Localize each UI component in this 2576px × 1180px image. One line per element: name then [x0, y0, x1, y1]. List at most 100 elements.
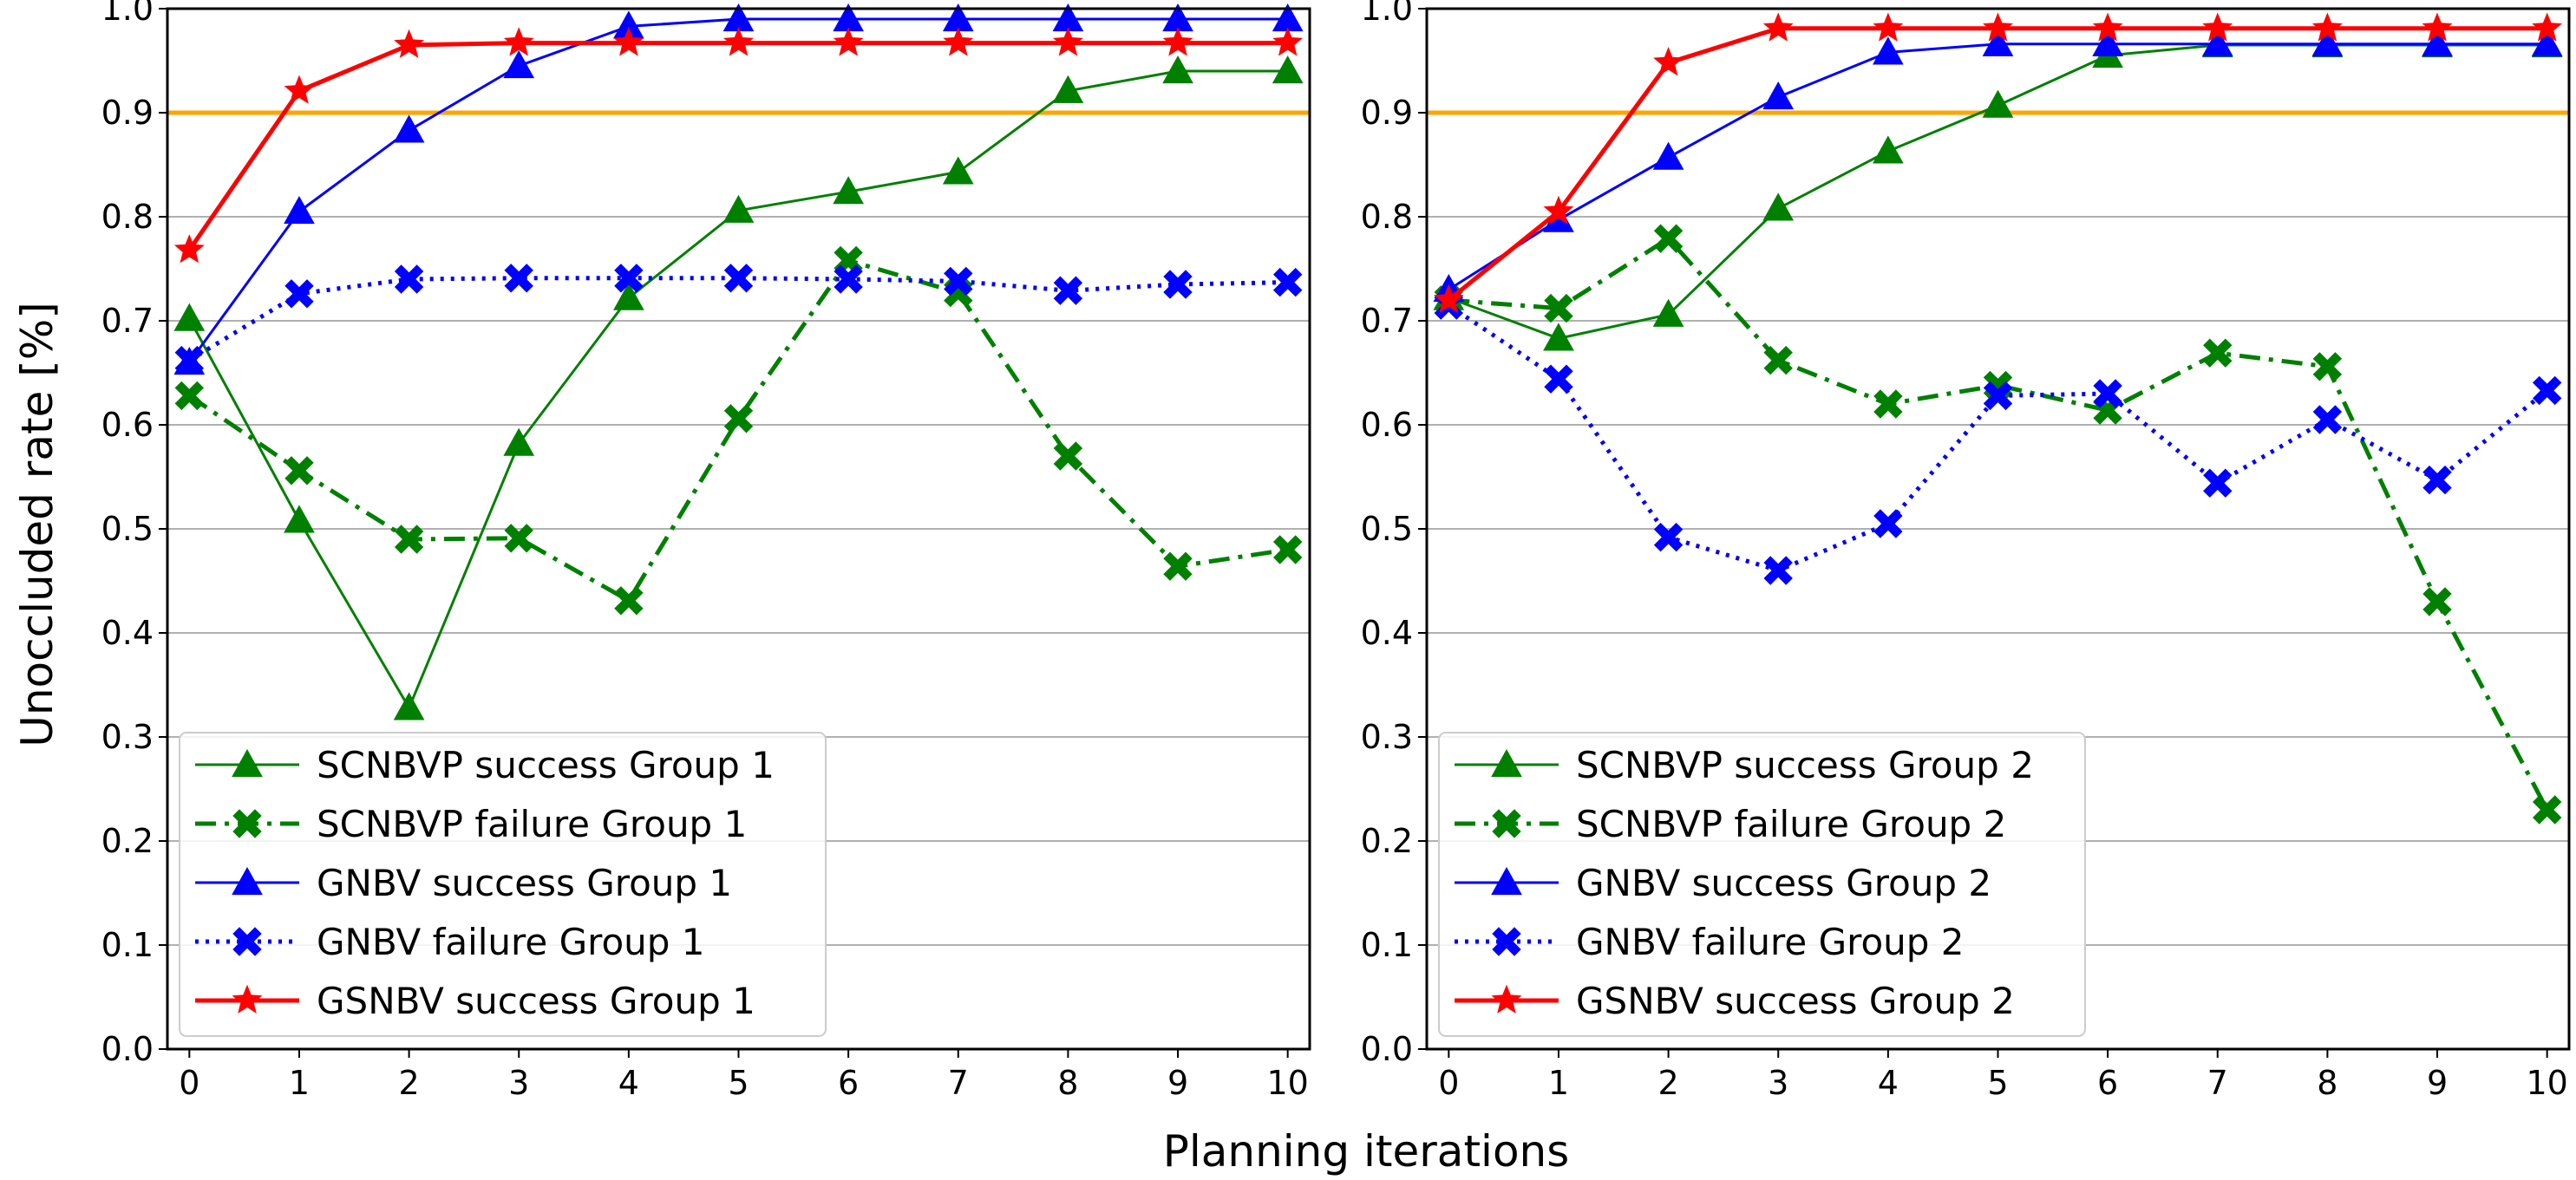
y-tick-label: 1.0 — [101, 0, 154, 28]
x-tick-label: 10 — [2526, 1064, 2567, 1102]
legend-swatch-marker — [232, 866, 263, 896]
data-point — [1982, 89, 2014, 118]
data-point — [1543, 195, 1574, 225]
legend: SCNBVP success Group 2 SCNBVP failure Gro… — [1438, 732, 2086, 1037]
data-point — [1272, 535, 1303, 564]
data-point — [2312, 405, 2343, 434]
series-line — [1448, 236, 2549, 812]
legend-label: GNBV success Group 2 — [1576, 862, 1991, 904]
legend-swatch-marker — [1491, 984, 1522, 1014]
x-tick-label: 0 — [179, 1064, 199, 1102]
data-point — [1653, 522, 1684, 552]
series-gsnbv-success-group-1 — [173, 27, 1304, 264]
x-tick-label: 4 — [618, 1064, 639, 1102]
data-point — [1983, 381, 2013, 411]
data-point — [1162, 55, 1193, 84]
data-point — [1543, 323, 1574, 351]
legend-label: GNBV failure Group 2 — [1576, 921, 1965, 963]
data-point — [1272, 55, 1304, 84]
data-point — [1762, 192, 1795, 221]
data-point — [944, 266, 973, 297]
data-point — [2532, 375, 2562, 406]
data-point — [1544, 364, 1573, 394]
y-tick-label: 0.5 — [101, 510, 154, 548]
data-point — [943, 27, 974, 56]
legend-item: SCNBVP success Group 2 — [1455, 744, 2034, 786]
data-point — [613, 27, 644, 56]
series-line — [187, 258, 1289, 603]
data-point — [2422, 28, 2453, 56]
legend-label: GSNBV success Group 2 — [1576, 980, 2015, 1022]
series-scnbvp-success-group-1 — [173, 55, 1304, 720]
data-point — [2202, 12, 2233, 42]
y-tick-label: 0.2 — [1361, 822, 1413, 860]
legend-item: GNBV success Group 1 — [195, 862, 732, 904]
data-point — [1873, 389, 1903, 419]
data-point — [503, 49, 535, 79]
data-point — [1052, 27, 1083, 56]
data-point — [1544, 293, 1573, 323]
series-line — [1448, 42, 2547, 291]
data-point — [174, 381, 205, 411]
data-point — [1652, 141, 1684, 170]
x-tick-label: 1 — [1548, 1064, 1569, 1102]
x-tick-label: 1 — [289, 1064, 310, 1102]
y-tick-label: 0.5 — [1361, 510, 1413, 548]
x-tick-label: 7 — [948, 1064, 969, 1102]
data-point — [503, 427, 535, 456]
legend-swatch-marker — [1491, 748, 1522, 778]
legend-item: GNBV failure Group 2 — [1455, 921, 1965, 963]
y-tick-label: 0.7 — [101, 302, 154, 340]
x-tick-label: 8 — [2317, 1064, 2337, 1102]
data-point — [1763, 345, 1793, 375]
data-point — [1163, 551, 1193, 581]
legend-box — [1438, 732, 2086, 1037]
y-tick-label: 0.3 — [1361, 718, 1413, 756]
data-point — [2422, 465, 2452, 495]
legend-swatch-marker — [232, 748, 263, 778]
y-tick-label: 0.6 — [1361, 406, 1413, 444]
data-point — [1433, 284, 1464, 313]
legend-box — [179, 732, 827, 1037]
data-point — [2203, 468, 2233, 498]
data-point — [613, 282, 644, 310]
data-point — [833, 176, 864, 205]
data-point — [504, 264, 533, 293]
series-line — [187, 69, 1288, 709]
legend-item: GSNBV success Group 2 — [1455, 980, 2015, 1022]
x-tick-label: 0 — [1438, 1064, 1459, 1102]
data-point — [284, 279, 314, 309]
y-tick-label: 0.1 — [101, 926, 154, 964]
legend: SCNBVP success Group 1 SCNBVP failure Gro… — [179, 732, 827, 1037]
data-point — [2422, 587, 2452, 616]
plot-frame — [166, 7, 1311, 1051]
legend-item: GSNBV success Group 1 — [195, 980, 755, 1022]
data-point — [1052, 75, 1084, 103]
legend-swatch-marker — [1491, 866, 1522, 896]
data-point — [393, 114, 425, 143]
series-line — [188, 17, 1288, 363]
x-tick-label: 4 — [1878, 1064, 1899, 1102]
legend-label: GNBV success Group 1 — [317, 862, 732, 904]
data-point — [2531, 28, 2563, 56]
data-point — [1873, 36, 1904, 65]
data-point — [173, 303, 206, 331]
data-point — [834, 264, 863, 294]
legend-item: SCNBVP failure Group 2 — [1455, 803, 2006, 845]
data-point — [503, 27, 534, 56]
x-tick-label: 2 — [1658, 1064, 1679, 1102]
x-tick-label: 3 — [508, 1064, 529, 1102]
x-tick-label: 9 — [2427, 1064, 2448, 1102]
legend-swatch-marker — [1492, 809, 1521, 838]
data-point — [1653, 224, 1684, 253]
x-tick-label: 7 — [2207, 1064, 2228, 1102]
data-point — [1272, 27, 1304, 56]
data-point — [2312, 352, 2343, 381]
data-point — [614, 264, 644, 293]
data-point — [1162, 27, 1193, 56]
chart-panel-group-2: 0.0 0.1 0.2 0.3 0.4 0.5 0.6 0.7 0.8 0.9 1.0 0 1 2 3 4 5 6… — [1361, 0, 2571, 1102]
data-point — [394, 264, 424, 294]
series-scnbvp-success-group-2 — [1433, 29, 2563, 351]
x-tick-label: 5 — [728, 1064, 749, 1102]
